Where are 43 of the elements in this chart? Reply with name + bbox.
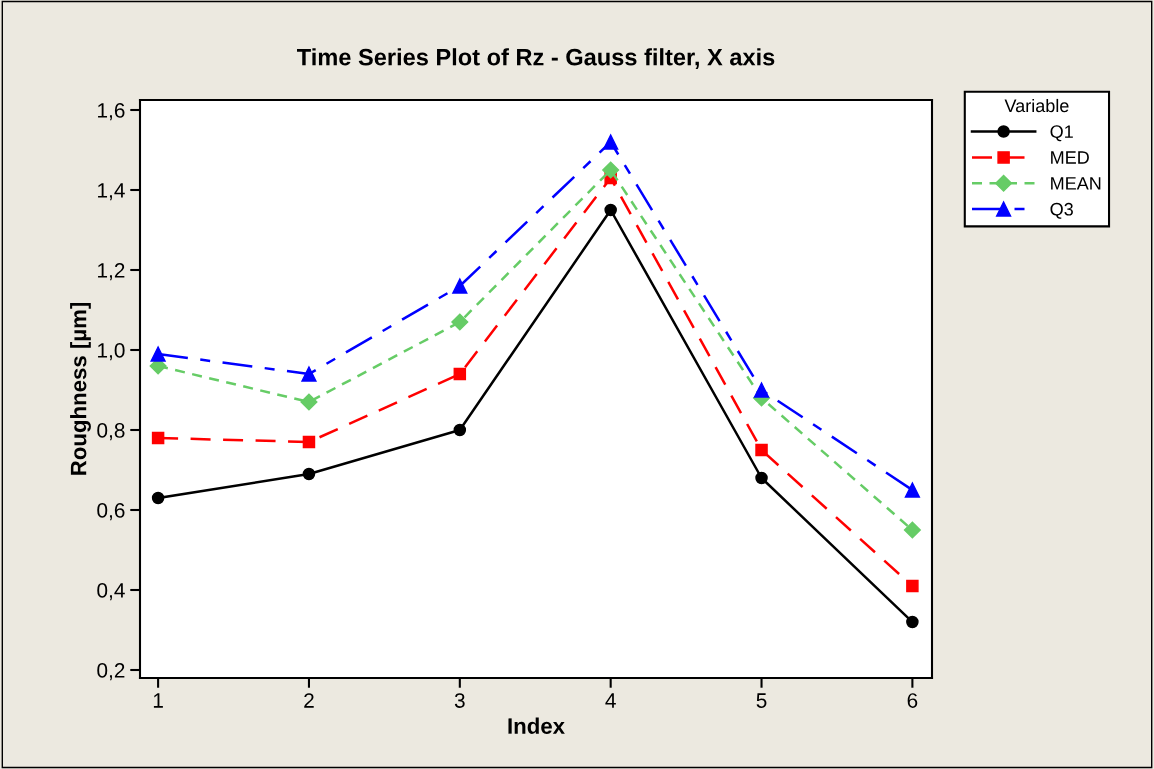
point [302,467,316,481]
x-tick-label: 3 [454,693,465,708]
point [151,431,165,445]
legend-label: Q1 [1050,125,1073,142]
y-tick-label: 1,6 [98,103,125,121]
x-tick-label: 5 [756,693,767,708]
point [604,203,617,217]
point [755,443,768,457]
point [906,579,919,593]
point [903,521,921,539]
point [151,491,165,505]
point [300,393,318,411]
y-tick-label: 1,0 [98,343,125,361]
point [755,471,768,485]
point [602,161,620,179]
legend-label: Q3 [1050,202,1073,219]
point [453,367,467,381]
point [453,423,467,437]
point [603,134,619,150]
y-tick-label: 0,2 [97,663,125,681]
legend-label: MED [1051,151,1089,164]
point [906,615,919,629]
legend-label: MEAN [1051,177,1101,190]
point [452,278,468,294]
x-tick-label: 1 [153,693,163,708]
y-axis-title: Roughness [µm] [70,302,91,475]
x-axis-title: Index [508,717,565,734]
x-tick-label: 2 [304,693,314,708]
point [150,346,166,362]
point [904,482,921,498]
legend-title: Variable [1004,98,1069,113]
y-tick-label: 0,8 [97,423,125,441]
x-tick-label: 6 [907,693,918,708]
y-tick-label: 0,4 [97,583,125,601]
y-tick-label: 1,4 [98,183,125,201]
point [302,435,316,449]
point [301,366,317,382]
chart-title: Time Series Plot of Rz - Gauss filter, X axis [297,48,775,69]
point [753,382,770,398]
x-tick-label: 4 [605,693,616,708]
point [451,313,469,331]
y-tick-label: 1,2 [98,263,125,281]
y-tick-label: 0,6 [97,503,125,521]
